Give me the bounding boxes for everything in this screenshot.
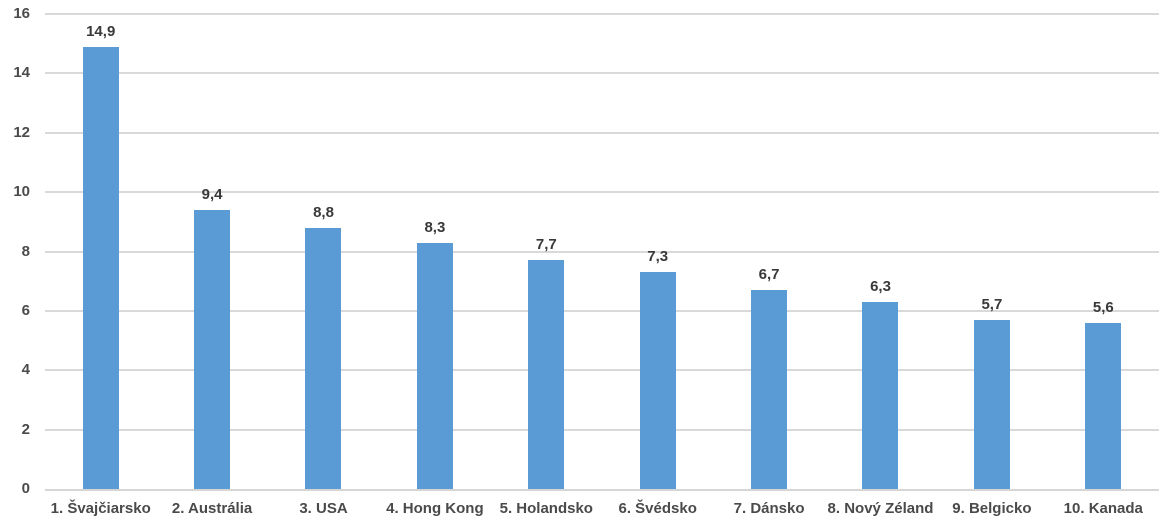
bar-value-label: 5,6: [1092, 298, 1114, 316]
gridline-y-2: [45, 428, 1159, 431]
x-tick-label: 4. Hong Kong: [386, 500, 484, 517]
gridline-y-14: [45, 72, 1159, 75]
gridline-y-6: [45, 309, 1159, 312]
bar-slot: 6,7: [713, 14, 824, 489]
bar-value-label: 9,4: [201, 185, 223, 203]
y-tick-label: 16: [13, 5, 30, 22]
x-tick-label: 5. Holandsko: [499, 500, 593, 517]
bar-5: [528, 260, 565, 489]
bar-9: [973, 319, 1010, 489]
y-tick-label: 2: [21, 420, 30, 438]
bar-value-label: 6,7: [758, 266, 780, 284]
gridline-y-8: [45, 250, 1159, 253]
bar-slot: 8,8: [268, 14, 379, 489]
bar-10: [1085, 322, 1122, 489]
bar-value-label: 6,3: [870, 277, 891, 295]
bar-4: [416, 242, 453, 489]
x-tick-label: 9. Belgicko: [952, 500, 1032, 517]
x-axis: 1. Švajčiarsko 2. Austrália 3. USA 4. Hong …: [45, 498, 1159, 522]
y-tick-label: 12: [13, 123, 30, 141]
bar-value-label: 14,9: [86, 22, 116, 40]
x-tick-label: 8. Nový Zéland: [827, 500, 934, 517]
gridline-y-4: [45, 369, 1159, 372]
bar-slot: 5,6: [1048, 14, 1159, 489]
bar-1: [82, 46, 119, 489]
x-tick-label: 2. Austrália: [171, 500, 253, 517]
bar-slot: 8,3: [379, 14, 490, 489]
bar-value-label: 5,7: [981, 295, 1003, 313]
bar-slot: 7,3: [602, 14, 713, 489]
gridline-y-10: [45, 191, 1159, 194]
bar-value-label: 8,8: [313, 203, 334, 221]
x-tick-label: 3. USA: [299, 500, 348, 517]
x-tick-label: 1. Švajčiarsko: [50, 500, 151, 517]
y-tick-label: 6: [21, 301, 30, 319]
bar-7: [751, 290, 788, 489]
y-tick-label: 14: [13, 64, 30, 82]
gridline-y-12: [45, 131, 1159, 134]
y-tick-label: 0: [21, 480, 30, 497]
bar-slot: 7,7: [491, 14, 602, 489]
y-tick-label: 10: [13, 183, 30, 201]
y-axis: 0 2 4 6 8 10 12 14 16: [0, 5, 30, 497]
bar-value-label: 7,7: [535, 236, 557, 254]
x-tick-label: 10. Kanada: [1063, 500, 1143, 517]
bar-value-label: 7,3: [647, 248, 669, 266]
bar-3: [305, 227, 342, 489]
x-tick-label: 6. Švédsko: [618, 500, 697, 517]
bar-slot: 6,3: [825, 14, 936, 489]
y-tick-label: 4: [21, 361, 30, 379]
bar-slot: 5,7: [936, 14, 1047, 489]
plot-area: 14,9 9,4 8,8 8,3 7,7 7,3 6,7 6,3 5,7 5,6: [45, 13, 1159, 491]
bar-8: [862, 301, 899, 489]
bar-6: [639, 272, 676, 489]
gridline-y-16: [45, 13, 1159, 15]
x-tick-label: 7. Dánsko: [733, 500, 805, 517]
bar-slot: 14,9: [45, 14, 156, 489]
bar-2: [194, 209, 231, 489]
bar-value-label: 8,3: [424, 218, 446, 236]
bar-slot: 9,4: [156, 14, 267, 489]
y-tick-label: 8: [21, 242, 30, 260]
